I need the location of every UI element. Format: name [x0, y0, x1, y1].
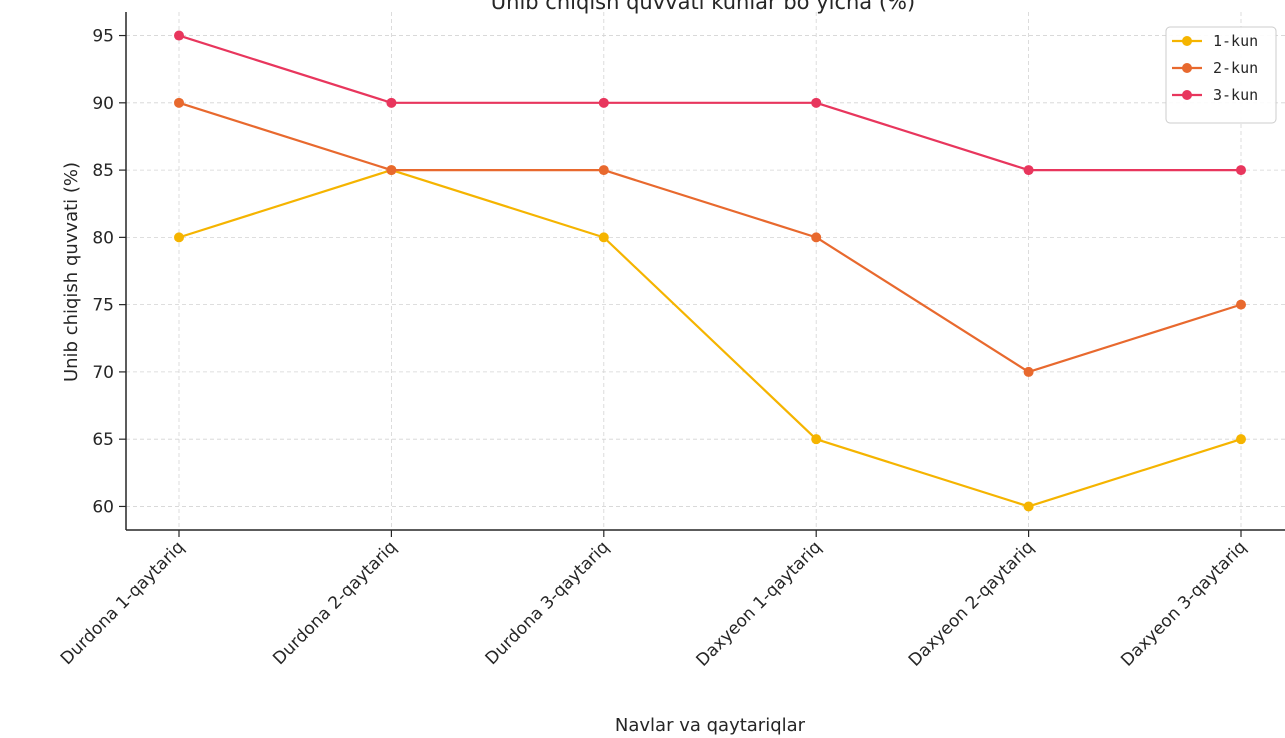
chart-title: Unib chiqish quvvati kunlar bo‘yicha (%) [491, 0, 915, 14]
legend-swatch-marker [1182, 63, 1192, 73]
y-tick-label: 75 [92, 296, 114, 316]
y-tick-label: 90 [92, 94, 114, 114]
legend-label: 1-kun [1213, 32, 1258, 50]
legend-swatch-marker [1182, 90, 1192, 100]
series-3-kun [174, 30, 1246, 176]
series-1-kun [174, 165, 1246, 512]
y-tick-label: 95 [92, 27, 114, 47]
series-layer [174, 30, 1246, 512]
x-tick-labels: Durdona 1-qaytariq Durdona 2-qaytariq Durd… [57, 537, 1251, 670]
x-tick-label: Daxyeon 2-qaytariq [905, 537, 1038, 670]
x-tick-label: Daxyeon 1-qaytariq [692, 537, 825, 670]
series-line [178, 168, 1242, 508]
data-point [386, 97, 397, 108]
legend: 1-kun 2-kun 3-kun [1165, 26, 1277, 124]
data-point [174, 30, 184, 41]
data-point [598, 165, 609, 176]
y-tick-label: 65 [92, 430, 114, 450]
y-tick-label: 85 [92, 161, 114, 181]
series-2-kun [174, 97, 1246, 377]
x-tick-label: Durdona 3-qaytariq [482, 537, 614, 669]
x-tick-label: Durdona 1-qaytariq [57, 537, 189, 669]
data-point [811, 434, 822, 445]
y-tick-label: 60 [92, 497, 114, 517]
legend-item: 3-kun [1172, 86, 1258, 104]
data-point [1023, 165, 1034, 176]
data-point [598, 232, 609, 243]
legend-frame [1165, 26, 1277, 124]
data-point [1023, 501, 1034, 512]
data-point [1236, 165, 1246, 176]
data-point [1236, 434, 1246, 445]
data-point [174, 232, 184, 243]
data-point [1023, 366, 1034, 377]
legend-swatch-marker [1182, 36, 1192, 46]
y-axis-title: Unib chiqish quvvati (%) [61, 162, 82, 382]
x-tick-label: Daxyeon 3-qaytariq [1117, 537, 1250, 670]
axes [119, 12, 1285, 537]
data-point [1236, 299, 1246, 310]
data-point [598, 97, 609, 108]
grid-lines [126, 12, 1285, 530]
series-line [178, 101, 1242, 374]
legend-label: 3-kun [1213, 86, 1258, 104]
data-point [811, 97, 822, 108]
y-tick-label: 70 [92, 363, 114, 383]
x-axis-title: Navlar va qaytariqlar [615, 715, 806, 736]
legend-item: 2-kun [1172, 59, 1258, 77]
data-point [811, 232, 822, 243]
y-tick-labels: 60 65 70 75 80 85 90 95 [92, 27, 114, 518]
data-point [386, 165, 397, 176]
series-line [178, 34, 1241, 172]
data-point [174, 97, 184, 108]
legend-item: 1-kun [1172, 32, 1258, 50]
legend-label: 2-kun [1213, 59, 1258, 77]
y-tick-label: 80 [92, 228, 114, 248]
x-tick-label: Durdona 2-qaytariq [269, 537, 401, 669]
